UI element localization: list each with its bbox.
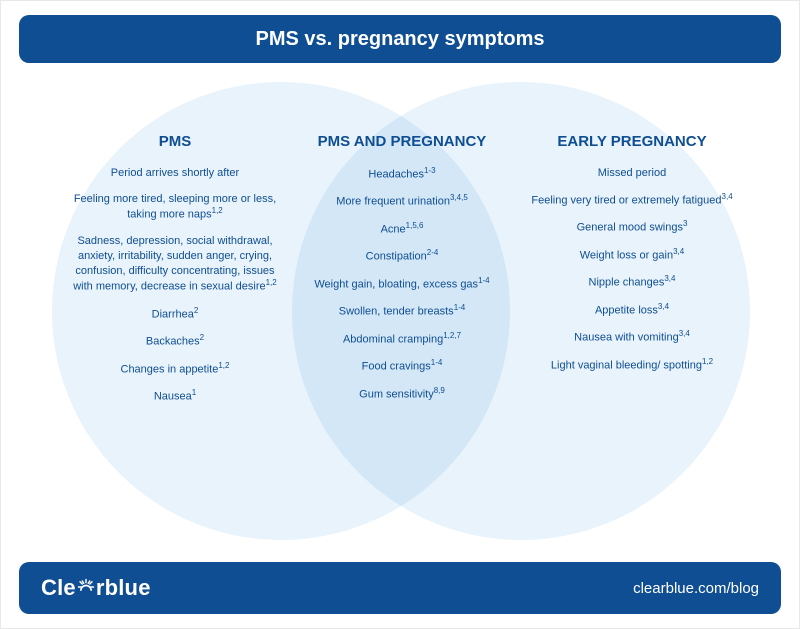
symptom-item: Feeling more tired, sleeping more or les… <box>69 192 281 223</box>
brand-text-pre: Cle <box>41 575 76 601</box>
footer-url: clearblue.com/blog <box>633 580 759 597</box>
symptom-item: Food cravings1-4 <box>309 358 495 375</box>
symptom-item: Nausea1 <box>69 388 281 405</box>
header-title: PMS vs. pregnancy symptoms <box>256 28 545 51</box>
symptom-item: Constipation2-4 <box>309 248 495 265</box>
symptom-item: Changes in appetite1,2 <box>69 361 281 378</box>
items-both: Headaches1-3 More frequent urination3,4,5… <box>309 166 495 403</box>
footer-bar: Cle rblue clearblue.com <box>19 562 781 614</box>
symptom-item: Sadness, depression, social withdrawal, … <box>69 234 281 295</box>
symptom-item: Headaches1-3 <box>309 166 495 183</box>
symptom-item: Weight gain, bloating, excess gas1-4 <box>309 276 495 293</box>
header-bar: PMS vs. pregnancy symptoms <box>19 15 781 63</box>
symptom-item: Gum sensitivity8,9 <box>309 386 495 403</box>
venn-col-pregnancy: EARLY PREGNANCY Missed period Feeling ver… <box>531 133 733 384</box>
symptom-item: Appetite loss3,4 <box>531 302 733 319</box>
symptom-item: More frequent urination3,4,5 <box>309 193 495 210</box>
symptom-item: Missed period <box>531 166 733 181</box>
symptom-item: Backaches2 <box>69 333 281 350</box>
brand-text-post: rblue <box>96 575 151 601</box>
symptom-item: Nipple changes3,4 <box>531 274 733 291</box>
symptom-item: General mood swings3 <box>531 219 733 236</box>
symptom-item: Nausea with vomiting3,4 <box>531 329 733 346</box>
symptom-item: Diarrhea2 <box>69 306 281 323</box>
sun-icon <box>77 576 95 594</box>
symptom-item: Period arrives shortly after <box>69 166 281 181</box>
symptom-item: Acne1,5,6 <box>309 221 495 238</box>
symptom-item: Swollen, tender breasts1-4 <box>309 303 495 320</box>
items-pregnancy: Missed period Feeling very tired or extre… <box>531 166 733 373</box>
venn-col-pms: PMS Period arrives shortly after Feeling … <box>69 133 281 416</box>
symptom-item: Feeling very tired or extremely fatigued… <box>531 192 733 209</box>
brand-logo: Cle rblue <box>41 575 151 601</box>
symptom-item: Weight loss or gain3,4 <box>531 247 733 264</box>
symptom-item: Light vaginal bleeding/ spotting1,2 <box>531 357 733 374</box>
heading-pms: PMS <box>69 133 281 152</box>
heading-both: PMS AND PREGNANCY <box>309 133 495 152</box>
symptom-item: Abdominal cramping1,2,7 <box>309 331 495 348</box>
venn-col-both: PMS AND PREGNANCY Headaches1-3 More frequ… <box>309 133 495 413</box>
venn-diagram: PMS Period arrives shortly after Feeling … <box>1 73 799 554</box>
items-pms: Period arrives shortly after Feeling more… <box>69 166 281 405</box>
heading-pregnancy: EARLY PREGNANCY <box>531 133 733 152</box>
